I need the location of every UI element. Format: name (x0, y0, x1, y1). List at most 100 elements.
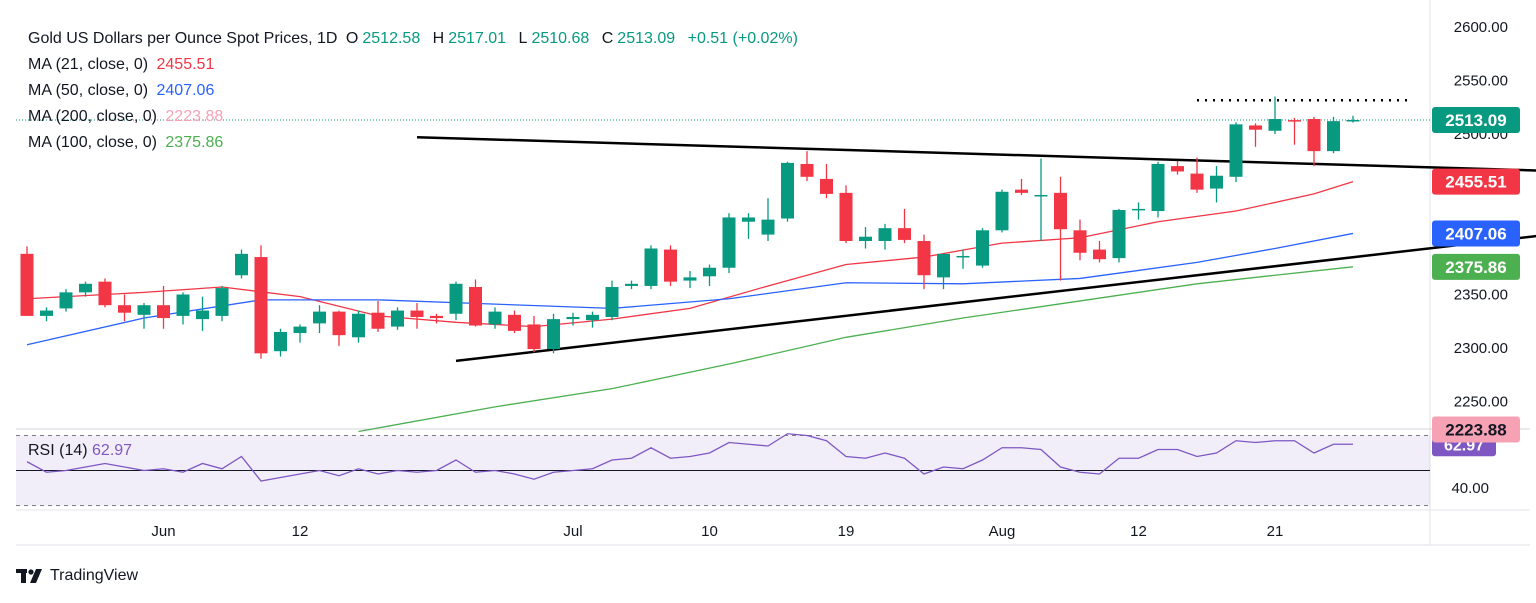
candle-body (371, 312, 385, 329)
ohlc-high: H 2517.01 (432, 30, 507, 47)
time-tick-label: 21 (1267, 523, 1284, 540)
candle-body (956, 255, 970, 258)
price-tag-label: 2513.09 (1445, 111, 1506, 130)
candle-body (391, 310, 404, 327)
legend-rsi[interactable]: RSI (14) 62.97 (28, 442, 132, 460)
grid (16, 0, 1530, 546)
candle-body (742, 217, 755, 222)
trendline-lower (455, 234, 1536, 363)
candle-body (157, 305, 170, 319)
ohlc-change: +0.51 (+0.02%) (687, 30, 798, 47)
candle-body (761, 219, 775, 235)
candle-body (1034, 194, 1048, 197)
trendlines (16, 99, 1536, 363)
candle-body (274, 331, 287, 352)
legend-ma200-label: MA (200, close, 0) (28, 108, 157, 125)
price-tag (1432, 253, 1520, 280)
candle-body (508, 314, 521, 331)
candle-body (1015, 189, 1028, 193)
candle-body (98, 281, 112, 306)
candle-body (1054, 192, 1067, 230)
legend-ma100-label: MA (100, close, 0) (28, 134, 157, 151)
candle-body (781, 162, 794, 219)
candle-body (137, 305, 151, 315)
legend-ma21[interactable]: MA (21, close, 0) 2455.51 (28, 56, 218, 74)
price-tag (1432, 416, 1520, 443)
legend-ma200-value: 2223.88 (165, 108, 224, 125)
candle-body (313, 311, 326, 324)
candle-body (449, 283, 463, 314)
price-tick-label: 2300.00 (1454, 340, 1508, 357)
candle-body (254, 257, 268, 354)
candle-body (332, 311, 346, 336)
time-tick-label: 10 (701, 523, 718, 540)
time-tick-label: 12 (292, 523, 309, 540)
candle-body (878, 228, 892, 241)
candle-body (1112, 209, 1126, 259)
legend-ma100[interactable]: MA (100, close, 0) 2375.86 (28, 134, 227, 152)
ohlc-open: O 2512.58 (345, 30, 421, 47)
candle-body (625, 283, 638, 286)
price-tick-label: 2550.00 (1454, 73, 1508, 90)
legend-ma21-value: 2455.51 (156, 56, 215, 73)
candle-body (79, 283, 92, 293)
legend-ma200[interactable]: MA (200, close, 0) 2223.88 (28, 108, 227, 126)
legend-ma50-label: MA (50, close, 0) (28, 82, 149, 99)
price-tag-label: 2455.51 (1445, 173, 1506, 192)
candle-body (586, 314, 599, 321)
ma-line-210 (26, 180, 1354, 328)
candle-body (683, 277, 697, 281)
candle-body (1210, 175, 1223, 189)
legend-ma100-value: 2375.86 (165, 134, 224, 151)
candle-body (1249, 125, 1262, 130)
candle-body (605, 287, 619, 317)
candle-body (800, 163, 814, 177)
candle-body (1268, 119, 1282, 131)
candle-body (995, 191, 1009, 231)
candle-body (430, 315, 443, 319)
candle-body (196, 310, 209, 320)
time-tick-label: Jul (563, 523, 582, 540)
rsi-tick-label: 40.00 (1451, 480, 1489, 497)
chart-header[interactable]: Gold US Dollars per Ounce Spot Prices, 1… (28, 30, 802, 48)
candle-body (59, 292, 73, 309)
candle-body (469, 287, 482, 326)
candle-body (898, 228, 911, 240)
candlesticks (20, 96, 1360, 359)
candle-body (1073, 230, 1087, 253)
candle-body (566, 316, 580, 320)
legend-rsi-value: 62.97 (92, 442, 133, 459)
candle-body (410, 310, 424, 317)
price-tag-label: 2407.06 (1445, 224, 1506, 243)
candle-body (1190, 173, 1204, 190)
legend-ma21-label: MA (21, close, 0) (28, 56, 149, 73)
price-tick-label: 2600.00 (1454, 19, 1508, 36)
rsi-line (26, 433, 1353, 482)
candle-body (1288, 120, 1301, 122)
candle-body (352, 313, 365, 338)
legend-ma50[interactable]: MA (50, close, 0) 2407.06 (28, 82, 218, 100)
price-tick-label: 2250.00 (1454, 394, 1508, 411)
time-tick-label: Jun (151, 523, 175, 540)
time-tick-label: 12 (1130, 523, 1147, 540)
candle-body (859, 236, 872, 241)
candle-body (20, 253, 34, 316)
time-tick-label: 19 (838, 523, 855, 540)
candle-body (1132, 208, 1145, 211)
time-axis: Jun 12 Jul 10 19 Aug 12 21 (151, 523, 1283, 540)
candle-body (293, 326, 307, 334)
price-tags: 2513.09 2455.51 2407.06 2375.86 2223.88 (1432, 106, 1520, 443)
ohlc-close: C 2513.09 (601, 30, 676, 47)
brand-name: TradingView (50, 567, 139, 584)
candle-body (1307, 119, 1321, 152)
price-tag (1432, 220, 1520, 247)
price-tick-label: 2350.00 (1454, 287, 1508, 304)
tradingview-brand[interactable]: TradingView (16, 567, 138, 585)
candle-body (644, 248, 658, 286)
rsi-pane: 40.00 62.97 (16, 432, 1496, 506)
time-tick-label: Aug (989, 523, 1016, 540)
candle-body (235, 253, 248, 276)
price-axis: 2600.002550.002500.002350.002300.002250.… (1454, 19, 1508, 411)
candle-body (1093, 249, 1106, 260)
